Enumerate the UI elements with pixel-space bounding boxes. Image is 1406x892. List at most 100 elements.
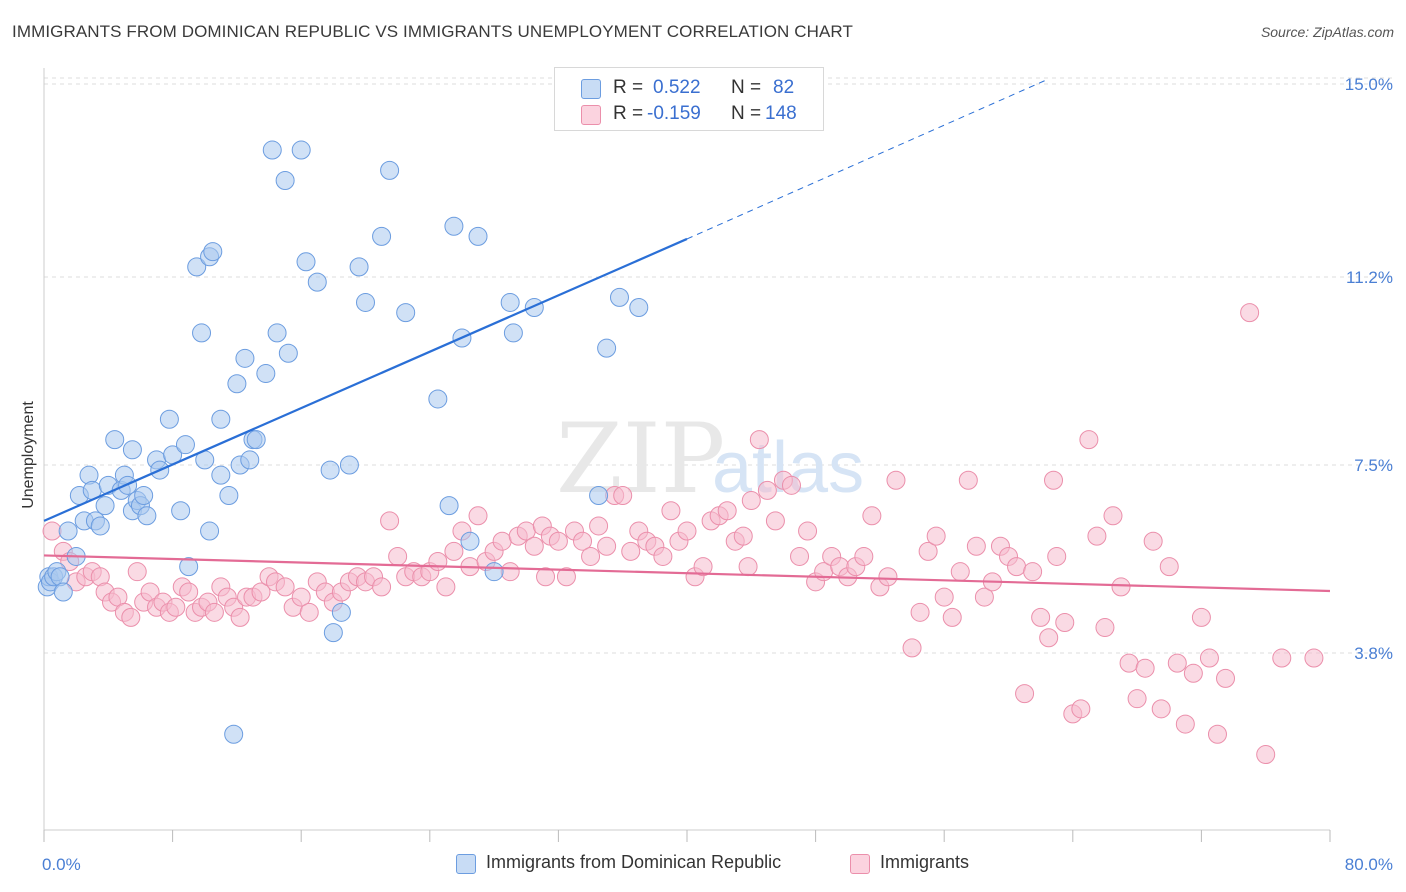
data-point-dominican [484, 562, 504, 582]
data-point-dominican [211, 409, 231, 429]
data-point-immigrants [886, 470, 906, 490]
data-point-immigrants [757, 480, 777, 500]
y-tick-labels: 3.8% 7.5% 11.2% 15.0% [1345, 75, 1393, 663]
data-point-immigrants [653, 546, 673, 566]
data-point-immigrants [1031, 607, 1051, 627]
data-point-immigrants [661, 501, 681, 521]
data-point-dominican [323, 623, 343, 643]
data-point-dominican [122, 440, 142, 460]
data-point-dominican [267, 323, 287, 343]
data-point-immigrants [597, 536, 617, 556]
data-point-immigrants [275, 577, 295, 597]
data-point-immigrants [500, 562, 520, 582]
trend-line-immigrants [43, 554, 1331, 593]
data-point-dominican [240, 450, 260, 470]
data-point-dominican [278, 343, 298, 363]
data-point-immigrants [1047, 546, 1067, 566]
data-point-dominican [95, 496, 115, 516]
data-point-dominican [58, 521, 78, 541]
data-point-dominican [444, 216, 464, 236]
data-point-immigrants [444, 541, 464, 561]
data-point-immigrants [1103, 506, 1123, 526]
data-point-immigrants [677, 521, 697, 541]
data-point-immigrants [854, 546, 874, 566]
y-tick-label: 7.5% [1354, 456, 1393, 475]
data-point-immigrants [974, 587, 994, 607]
series-dominican-points [37, 74, 649, 744]
data-point-immigrants [556, 567, 576, 587]
legend-r-value: -0.159 [647, 103, 701, 124]
trend-lines [43, 78, 1331, 593]
data-point-immigrants [918, 541, 938, 561]
legend-n-label: N = [731, 103, 762, 124]
source-credit: Source: ZipAtlas.com [1260, 24, 1394, 40]
data-point-immigrants [1015, 684, 1035, 704]
bottom-legend-swatch-pink [850, 854, 870, 874]
data-point-immigrants [1127, 689, 1147, 709]
data-point-immigrants [1304, 648, 1324, 668]
data-point-immigrants [1055, 612, 1075, 632]
legend-row-dominican: R = 0.522 N = 82 [555, 74, 823, 102]
data-point-dominican [227, 374, 247, 394]
data-point-immigrants [1095, 618, 1115, 638]
trend-line-dominican [43, 237, 688, 522]
data-point-immigrants [204, 602, 224, 622]
data-point-dominican [339, 455, 359, 475]
correlation-legend: R = 0.522 N = 82 R = -0.159 N = 148 [554, 67, 824, 131]
data-point-immigrants [798, 521, 818, 541]
data-point-dominican [219, 485, 239, 505]
data-point-dominican [428, 389, 448, 409]
data-point-immigrants [1207, 724, 1227, 744]
data-point-dominican [211, 465, 231, 485]
data-point-immigrants [127, 562, 147, 582]
data-point-immigrants [166, 597, 186, 617]
data-point-immigrants [291, 587, 311, 607]
data-point-dominican [246, 430, 266, 450]
data-point-immigrants [380, 511, 400, 531]
x-tick-labels: 0.0% 80.0% [42, 855, 1393, 874]
data-point-immigrants [1111, 577, 1131, 597]
data-point-dominican [396, 303, 416, 323]
data-point-dominican [200, 521, 220, 541]
data-point-immigrants [1183, 663, 1203, 683]
y-axis-title: Unemployment [20, 401, 37, 509]
data-point-immigrants [1167, 653, 1187, 673]
data-point-immigrants [121, 607, 141, 627]
data-point-immigrants [589, 516, 609, 536]
data-point-immigrants [910, 602, 930, 622]
data-point-dominican [307, 272, 327, 292]
y-tick-label: 11.2% [1346, 268, 1393, 287]
data-point-immigrants [524, 536, 544, 556]
data-point-dominican [439, 496, 459, 516]
data-point-immigrants [621, 541, 641, 561]
data-point-immigrants [926, 526, 946, 546]
data-point-immigrants [942, 607, 962, 627]
data-point-dominican [380, 160, 400, 180]
data-point-dominican [187, 257, 207, 277]
data-point-immigrants [1175, 714, 1195, 734]
data-point-dominican [134, 485, 154, 505]
data-point-dominican [171, 501, 191, 521]
data-point-dominican [137, 506, 157, 526]
data-point-immigrants [1071, 699, 1091, 719]
legend-row-immigrants: R = -0.159 N = 148 [555, 100, 823, 128]
data-point-immigrants [1087, 526, 1107, 546]
data-point-immigrants [251, 582, 271, 602]
data-point-dominican [291, 140, 311, 160]
data-point-dominican [235, 348, 255, 368]
data-point-immigrants [1199, 648, 1219, 668]
y-tick-label: 3.8% [1354, 644, 1393, 663]
data-point-immigrants [581, 546, 601, 566]
data-point-immigrants [428, 552, 448, 572]
data-point-immigrants [738, 557, 758, 577]
data-point-immigrants [372, 577, 392, 597]
data-point-dominican [90, 516, 110, 536]
data-point-dominican [356, 292, 375, 312]
chart-title: IMMIGRANTS FROM DOMINICAN REPUBLIC VS IM… [12, 22, 853, 41]
data-point-dominican [349, 257, 369, 277]
data-point-dominican [224, 724, 244, 744]
data-point-immigrants [878, 567, 898, 587]
data-point-immigrants [1007, 557, 1027, 577]
legend-n-value: 148 [765, 103, 797, 124]
data-point-immigrants [790, 546, 810, 566]
